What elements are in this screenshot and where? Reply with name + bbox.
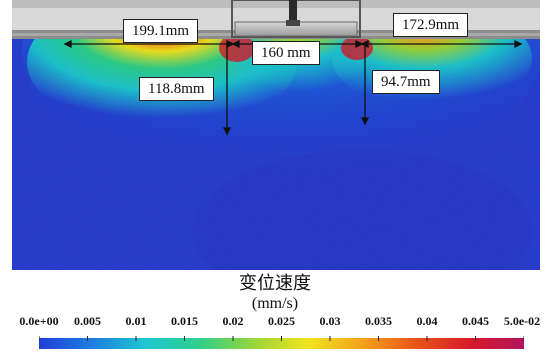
colorbar-tick-label: 0.04 — [416, 314, 438, 328]
colorbar-gradient — [39, 338, 524, 349]
colorbar-tick-labels: 0.0e+00 0.005 0.01 0.015 0.02 0.025 0.03 0.035 0… — [0, 314, 550, 332]
colorbar-tick-label: 0.035 — [365, 314, 392, 328]
right-width-label: 172.9mm — [393, 13, 469, 37]
colorbar-tick-label: 0.045 — [462, 314, 489, 328]
left-width-label: 199.1mm — [123, 19, 199, 43]
colorbar-tick-label: 0.01 — [125, 314, 147, 328]
colorbar-tick-label: 0.005 — [74, 314, 101, 328]
left-depth-label: 118.8mm — [139, 77, 214, 101]
legend-title: 变位速度 — [239, 273, 311, 293]
footing-plate-assembly — [231, 0, 361, 38]
colorbar-tick-label: 0.03 — [319, 314, 341, 328]
colorbar-tick-label: 0.0e+00 — [19, 314, 59, 328]
colorbar-tick-label: 0.02 — [222, 314, 244, 328]
colorbar — [39, 336, 524, 349]
colorbar-tick-label: 0.025 — [268, 314, 295, 328]
colorbar-tick-label: 0.015 — [171, 314, 198, 328]
right-depth-label: 94.7mm — [372, 70, 440, 94]
colorbar-tick-label: 5.0e-02 — [503, 314, 541, 328]
legend-unit: (mm/s) — [251, 295, 299, 312]
center-width-label: 160 mm — [252, 41, 320, 65]
